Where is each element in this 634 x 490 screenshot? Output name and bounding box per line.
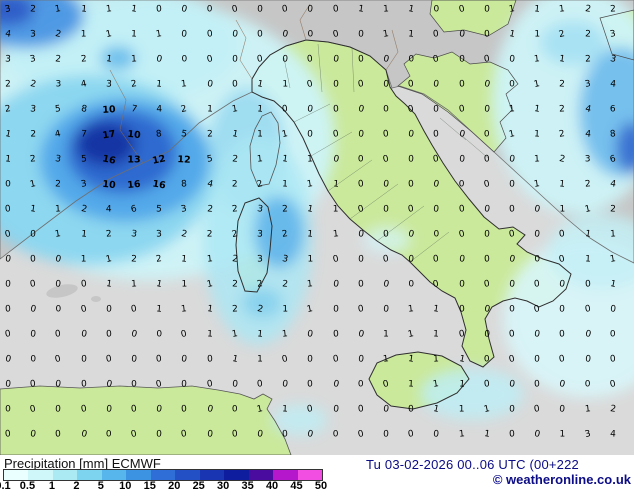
legend-color-segment [52, 470, 78, 480]
legend-tick-label: 50 [314, 480, 328, 490]
legend-color-segment [224, 470, 249, 480]
legend-tick-label: 40 [265, 480, 279, 490]
legend-tick-label: 35 [241, 480, 254, 490]
legend-tick-label: 2 [73, 480, 80, 490]
legend-tick-label: 25 [192, 480, 205, 490]
legend-tick-label: 45 [290, 480, 303, 490]
legend-color-segment [101, 470, 127, 480]
legend-tick-label: 10 [119, 480, 132, 490]
legend-tick-label: 20 [168, 480, 181, 490]
legend-tick-label: 5 [97, 480, 104, 490]
legend-color-segment [175, 470, 200, 480]
legend-color-bar [3, 469, 323, 481]
legend-color-segment [150, 470, 176, 480]
legend-color-segment [77, 470, 102, 480]
forecast-timestamp: Tu 03-02-2026 00..06 UTC (00+222 [366, 457, 579, 472]
legend-product-label: Precipitation [4, 456, 76, 471]
legend-color-segment [28, 470, 53, 480]
legend-color-segment [297, 470, 323, 480]
map-canvas [0, 0, 634, 455]
legend-unit-label: [mm] [79, 456, 109, 471]
legend-tick-label: 0.1 [0, 480, 11, 490]
legend-tick-label: 1 [48, 480, 55, 490]
legend-color-segment [199, 470, 225, 480]
legend-color-segment [248, 470, 274, 480]
copyright-link[interactable]: © weatheronline.co.uk [492, 472, 631, 487]
legend-tick-label: 30 [217, 480, 230, 490]
region-borders [283, 43, 489, 263]
land-balearic-islet [91, 296, 101, 302]
legend-color-segment [126, 470, 151, 480]
legend-footer: Precipitation [mm] ECMWF 0.10.5125101520… [0, 455, 634, 490]
legend-tick-label: 15 [143, 480, 156, 490]
legend-model-label: ECMWF [111, 456, 161, 471]
land-balearic-island [46, 284, 78, 298]
legend-tick-label: 0.5 [19, 480, 36, 490]
precipitation-shading [0, 0, 634, 436]
country-borders [109, 3, 399, 164]
legend-title: Precipitation [mm] ECMWF [4, 456, 161, 471]
legend-color-segment [4, 470, 29, 480]
legend-color-segment [273, 470, 298, 480]
